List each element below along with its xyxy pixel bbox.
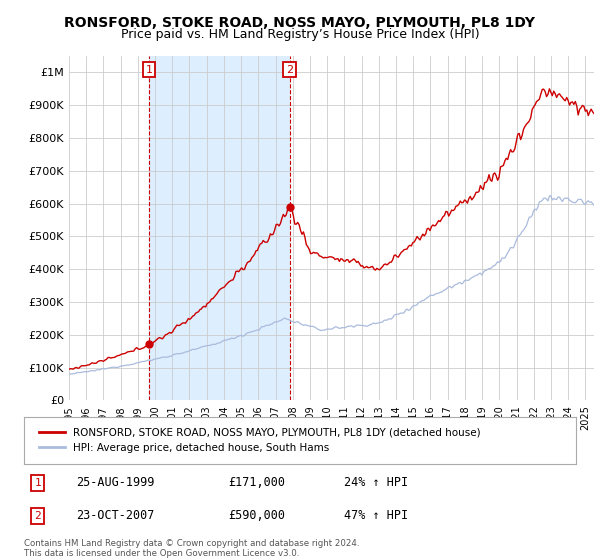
Text: Price paid vs. HM Land Registry’s House Price Index (HPI): Price paid vs. HM Land Registry’s House … [121,28,479,41]
Text: £590,000: £590,000 [228,510,285,522]
Text: 23-OCT-2007: 23-OCT-2007 [76,510,155,522]
Text: 25-AUG-1999: 25-AUG-1999 [76,477,155,489]
Bar [149,56,289,400]
Text: 2: 2 [34,511,41,521]
Text: 1: 1 [146,64,152,74]
Text: 2: 2 [286,64,293,74]
Text: Contains HM Land Registry data © Crown copyright and database right 2024.
This d: Contains HM Land Registry data © Crown c… [24,539,359,558]
Legend: RONSFORD, STOKE ROAD, NOSS MAYO, PLYMOUTH, PL8 1DY (detached house), HPI: Averag: RONSFORD, STOKE ROAD, NOSS MAYO, PLYMOUT… [35,423,485,458]
Text: 1: 1 [34,478,41,488]
Text: 24% ↑ HPI: 24% ↑ HPI [344,477,408,489]
Text: RONSFORD, STOKE ROAD, NOSS MAYO, PLYMOUTH, PL8 1DY: RONSFORD, STOKE ROAD, NOSS MAYO, PLYMOUT… [65,16,536,30]
Text: 47% ↑ HPI: 47% ↑ HPI [344,510,408,522]
Text: £171,000: £171,000 [228,477,285,489]
